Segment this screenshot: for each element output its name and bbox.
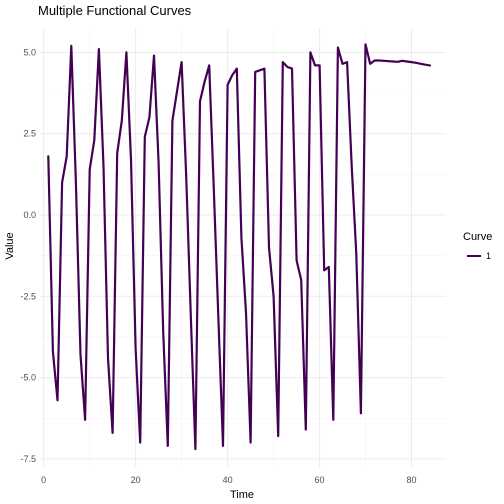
legend: Curve 1 xyxy=(463,231,492,261)
x-axis-title: Time xyxy=(230,489,254,501)
y-axis-title: Value xyxy=(4,232,16,259)
y-tick-label: -2.5 xyxy=(20,291,36,301)
y-tick-label: -7.5 xyxy=(20,454,36,464)
series-layer xyxy=(47,43,431,451)
y-tick-label: -5.0 xyxy=(20,373,36,383)
x-axis-ticks: 0 20 40 60 80 xyxy=(41,475,416,485)
chart-title: Multiple Functional Curves xyxy=(38,3,192,18)
x-tick-label: 40 xyxy=(223,475,233,485)
legend-label: 1 xyxy=(486,251,491,261)
x-tick-label: 20 xyxy=(131,475,141,485)
y-tick-label: 0.0 xyxy=(23,210,36,220)
x-tick-label: 0 xyxy=(41,475,46,485)
y-axis-ticks: -7.5 -5.0 -2.5 0.0 2.5 5.0 xyxy=(20,47,36,463)
x-tick-label: 60 xyxy=(315,475,325,485)
y-tick-label: 5.0 xyxy=(23,47,36,57)
y-tick-label: 2.5 xyxy=(23,129,36,139)
legend-title: Curve xyxy=(463,231,492,243)
x-tick-label: 80 xyxy=(407,475,417,485)
series-line xyxy=(47,43,431,451)
grid xyxy=(40,28,446,467)
